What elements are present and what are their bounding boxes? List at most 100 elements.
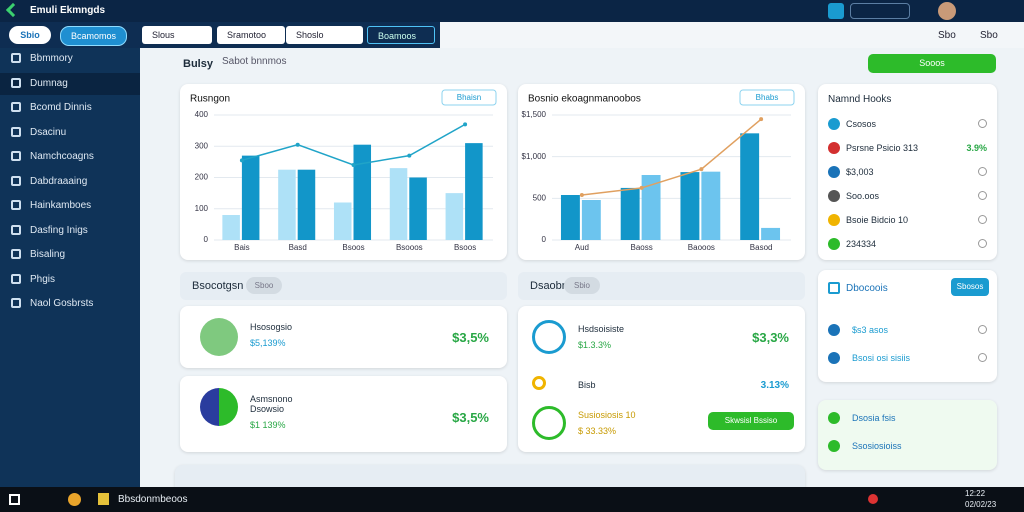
nav-item[interactable]: Namchcoagns xyxy=(0,146,140,168)
chart-card: Rusngon Bhaisn 0 100 200 300 400 Bais Basd Bsoos B… xyxy=(180,84,507,260)
nav-item[interactable]: Bbmmory xyxy=(0,48,140,70)
app-icon[interactable] xyxy=(98,493,109,505)
line-point xyxy=(295,142,300,147)
item-name: Susiosiosis 10 xyxy=(578,410,636,420)
field[interactable]: Sramotoo xyxy=(217,26,285,44)
nav-item[interactable]: Naol Gosbrsts xyxy=(0,293,140,315)
badge: Sboo xyxy=(246,277,282,294)
toolbar-link[interactable]: Sbo xyxy=(938,30,956,41)
list-icon xyxy=(828,352,840,364)
x-tick-label: Basd xyxy=(289,243,307,252)
action-button[interactable]: Skwsisl Bssiso xyxy=(708,412,794,430)
back-icon[interactable] xyxy=(5,2,21,18)
nav-item[interactable]: Dasfing Inigs xyxy=(0,220,140,242)
card-button[interactable]: Sbosos xyxy=(951,278,989,296)
item-icon xyxy=(200,318,238,356)
bar xyxy=(241,155,260,240)
nav-icon xyxy=(11,102,21,112)
nav-item[interactable]: Dabdraaaing xyxy=(0,171,140,193)
card-icon xyxy=(828,282,840,294)
y-tick-label: 300 xyxy=(195,141,209,150)
browser-icon[interactable] xyxy=(68,493,81,506)
chart-title: Rusngon xyxy=(190,94,230,105)
search-box[interactable] xyxy=(850,3,910,19)
taskbar-app[interactable]: Bbsdonmbeoos xyxy=(118,494,188,505)
line-point xyxy=(639,185,644,190)
field[interactable]: Boamoos xyxy=(367,26,435,44)
section-header: Dsaobn Sbio xyxy=(518,272,805,300)
nav-icon xyxy=(11,126,21,137)
x-tick-label: Baooos xyxy=(688,243,715,252)
item-card: Hsosogsio $5,139% $3,5% xyxy=(180,306,507,368)
nav-item[interactable]: Hainkamboes xyxy=(0,195,140,217)
bar xyxy=(333,202,352,240)
notes-card: Namnd Hooks Csosos Psrsne Psicio 313 3.9% $3… xyxy=(818,84,997,260)
nav-item[interactable]: Dumnag xyxy=(0,72,140,95)
nav-item[interactable]: Bisaling xyxy=(0,244,140,266)
line-series xyxy=(581,118,762,196)
section: Bsocotgsn Sboo Hsosogsio $5,139% $3,5% Asmsno… xyxy=(180,272,507,462)
section-header: Bsocotgsn Sboo xyxy=(180,272,507,300)
nav-item[interactable]: Dsacinu xyxy=(0,122,140,144)
bar xyxy=(560,195,580,240)
card-title: Dbocoois xyxy=(846,283,888,294)
nav-item[interactable]: Phgis xyxy=(0,269,140,291)
item-value: $3,5% xyxy=(452,410,489,425)
list-label: Bsosi osi sisiis xyxy=(852,353,911,363)
bar xyxy=(297,169,316,240)
item-icon xyxy=(532,376,546,390)
page-subtitle: Sabot bnnmos xyxy=(222,56,287,67)
radio[interactable] xyxy=(978,119,987,128)
field[interactable]: Slous xyxy=(142,26,212,44)
line-point xyxy=(759,117,764,122)
line-point xyxy=(579,193,584,197)
primary-button[interactable]: Sooos xyxy=(868,54,996,73)
list-icon xyxy=(828,142,840,154)
list-icon xyxy=(828,324,840,336)
nav-item[interactable]: Bcomd Dinnis xyxy=(0,97,140,119)
app-icon[interactable] xyxy=(828,3,844,19)
y-tick-label: 400 xyxy=(195,110,209,119)
item-card: Asmsnono Dsowsio $1 139% $3,5% xyxy=(180,376,507,452)
radio[interactable] xyxy=(978,191,987,200)
chart-title: Bosnio ekoagnmanoobos xyxy=(528,94,641,105)
y-tick-label: $1,500 xyxy=(522,110,547,119)
nav-icon xyxy=(11,200,21,210)
start-button[interactable] xyxy=(9,494,20,505)
toolbar-right: Sbo Sbo xyxy=(440,22,1024,48)
list-icon xyxy=(828,118,840,130)
clock-date: 02/02/23 xyxy=(965,500,997,509)
chart-card: Bosnio ekoagnmanoobos Bhabs 0 500 $1,000 $1,5… xyxy=(518,84,805,260)
radio[interactable] xyxy=(978,167,987,176)
item-icon xyxy=(532,406,566,440)
list-label: Bsoie Bidcio 10 xyxy=(846,215,909,225)
field[interactable]: Shoslo xyxy=(286,26,363,44)
tab[interactable]: Bcamomos xyxy=(60,26,127,46)
radio[interactable] xyxy=(978,215,987,224)
nav-icon xyxy=(11,77,21,88)
line-point xyxy=(463,122,468,127)
bar xyxy=(620,187,640,240)
list-icon xyxy=(828,440,840,452)
radio[interactable] xyxy=(978,239,987,248)
y-tick-label: 100 xyxy=(195,204,209,213)
bar xyxy=(680,172,700,240)
bar xyxy=(409,177,427,240)
radio[interactable] xyxy=(978,353,987,362)
item-value: $3,5% xyxy=(452,330,489,345)
section-title: Dsaobn xyxy=(530,280,568,292)
list-icon xyxy=(828,238,840,250)
avatar[interactable] xyxy=(938,2,956,20)
bar xyxy=(353,144,372,240)
tab[interactable]: Sbio xyxy=(9,26,51,44)
list-label: Csosos xyxy=(846,119,877,129)
radio[interactable] xyxy=(978,325,987,334)
title-bar: Emuli Ekmngds xyxy=(0,0,1024,22)
x-tick-label: Bsooos xyxy=(396,243,423,252)
bar xyxy=(641,175,661,240)
side-card: Dbocoois Sbosos $s3 asos Bsosi osi sisiis xyxy=(818,270,997,382)
tray-icon[interactable] xyxy=(868,494,878,504)
toolbar-link[interactable]: Sbo xyxy=(980,30,998,41)
bar xyxy=(701,171,721,240)
